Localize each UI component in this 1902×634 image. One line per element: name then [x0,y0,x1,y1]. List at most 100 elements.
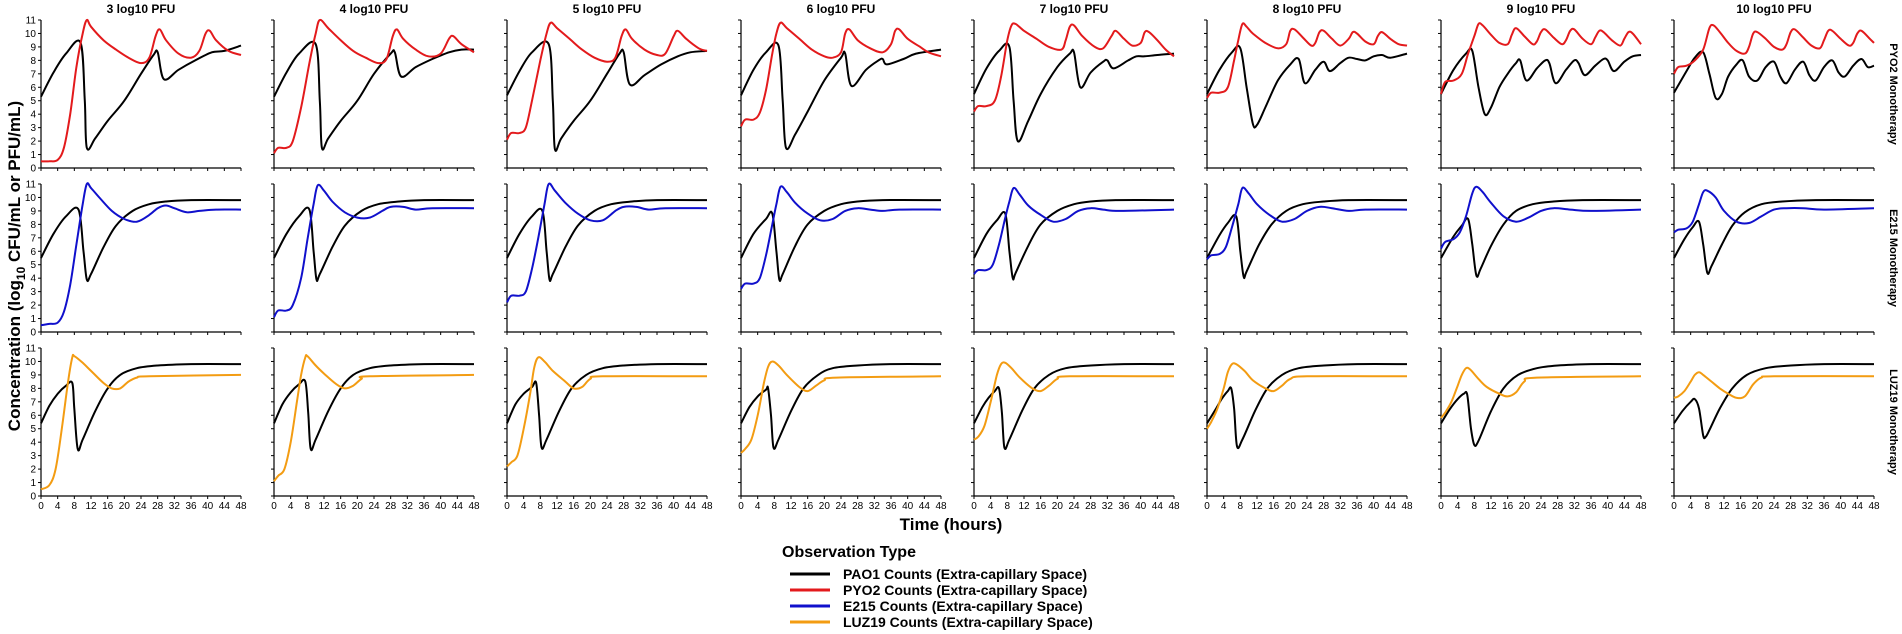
x-tick-label: 0 [504,501,510,512]
x-tick-label: 32 [635,501,647,512]
x-tick-label: 36 [1351,501,1363,512]
x-tick-label: 4 [988,501,994,512]
panel [971,19,1175,171]
x-tick-label: 32 [1802,501,1814,512]
x-tick-label: 8 [1705,501,1711,512]
x-tick-label: 16 [1268,501,1280,512]
y-tick-label: 9 [30,370,36,381]
x-tick-label: 36 [885,501,897,512]
x-tick-label: 28 [1085,501,1097,512]
x-tick-label: 8 [1472,501,1478,512]
x-tick-label: 24 [601,501,613,512]
x-tick-label: 4 [521,501,527,512]
x-tick-label: 4 [1688,501,1694,512]
x-tick-label: 16 [102,501,114,512]
series-line-e215 [740,185,942,290]
series-line-luz19 [40,353,242,491]
y-tick-label: 3 [30,123,36,134]
series-line-pao1 [1206,363,1408,450]
series-line-pyo2 [1440,22,1642,95]
panel [504,19,708,171]
series-line-pao1 [506,199,708,283]
x-tick-label: 32 [869,501,881,512]
x-tick-label: 32 [1335,501,1347,512]
x-tick-label: 12 [1718,501,1730,512]
x-tick-label: 20 [352,501,364,512]
x-tick-label: 20 [119,501,131,512]
x-tick-label: 32 [169,501,181,512]
panel [971,183,1175,335]
series-line-e215 [506,182,708,303]
series-line-pyo2 [740,21,942,127]
x-tick-label: 40 [202,501,214,512]
y-tick-label: 4 [30,110,36,121]
x-tick-label: 0 [1204,501,1210,512]
x-axis-label: Time (hours) [900,515,1003,534]
series-line-luz19 [1440,366,1642,419]
x-tick-label: 16 [1035,501,1047,512]
series-line-pyo2 [506,21,708,141]
x-tick-label: 48 [1168,501,1180,512]
x-tick-label: 4 [55,501,61,512]
panel [1671,183,1875,335]
x-tick-label: 20 [1052,501,1064,512]
y-axis-label-text: Concentration (log [5,280,24,431]
panel [738,183,942,335]
x-tick-label: 20 [1519,501,1531,512]
x-tick-label: 32 [402,501,414,512]
y-tick-label: 1 [30,314,36,325]
y-tick-label: 11 [26,344,37,355]
x-tick-label: 48 [1868,501,1880,512]
x-tick-label: 44 [1152,501,1164,512]
x-tick-label: 16 [802,501,814,512]
panel: 0 4 8 12 16 20 24 28 32 36 40 44 48 [1204,347,1413,512]
series-line-luz19 [1206,362,1408,430]
x-tick-label: 24 [1535,501,1547,512]
legend-title: Observation Type [782,544,916,561]
x-tick-label: 44 [219,501,231,512]
series-line-pao1 [973,363,1175,451]
legend-item-label: E215 Counts (Extra-capillary Space) [843,598,1083,614]
y-tick-label: 1 [30,150,36,161]
x-tick-label: 0 [738,501,744,512]
series-line-luz19 [1673,371,1875,400]
x-tick-label: 12 [1018,501,1030,512]
x-tick-label: 48 [935,501,947,512]
y-tick-label: 0 [30,164,36,175]
column-title: 10 log10 PFU [1736,2,1811,16]
series-line-pao1 [273,199,475,283]
x-tick-label: 40 [1135,501,1147,512]
x-tick-label: 28 [852,501,864,512]
x-tick-label: 44 [1619,501,1631,512]
y-tick-label: 8 [30,384,36,395]
y-tick-label: 11 [26,16,37,27]
x-tick-label: 20 [585,501,597,512]
y-axis-label-subscript: 10 [14,266,28,280]
panel: 0 4 8 12 16 20 24 28 32 36 40 44 48 [738,347,947,512]
x-tick-label: 28 [1552,501,1564,512]
y-tick-label: 2 [30,301,36,312]
y-tick-label: 8 [30,56,36,67]
x-tick-label: 24 [135,501,147,512]
panel: 0 4 8 12 16 20 24 28 32 36 40 44 48 [1438,347,1647,512]
x-tick-label: 0 [971,501,977,512]
panel [1671,19,1875,171]
column-title: 9 log10 PFU [1507,2,1576,16]
x-tick-label: 8 [772,501,778,512]
y-tick-label: 6 [30,247,36,258]
y-tick-label: 6 [30,83,36,94]
x-tick-label: 48 [235,501,247,512]
x-tick-label: 48 [468,501,480,512]
x-tick-label: 16 [335,501,347,512]
x-tick-label: 32 [1569,501,1581,512]
panel: 0 1 2 3 4 5 6 7 8 9 10 11 [25,16,242,175]
x-tick-label: 0 [1438,501,1444,512]
legend-item-label: PYO2 Counts (Extra-capillary Space) [843,582,1087,598]
panel [738,19,942,171]
x-tick-label: 4 [1221,501,1227,512]
x-tick-label: 8 [305,501,311,512]
x-tick-label: 24 [1068,501,1080,512]
panel: 0 4 8 12 16 20 24 28 32 36 40 44 48 [971,347,1180,512]
x-tick-label: 36 [1818,501,1830,512]
